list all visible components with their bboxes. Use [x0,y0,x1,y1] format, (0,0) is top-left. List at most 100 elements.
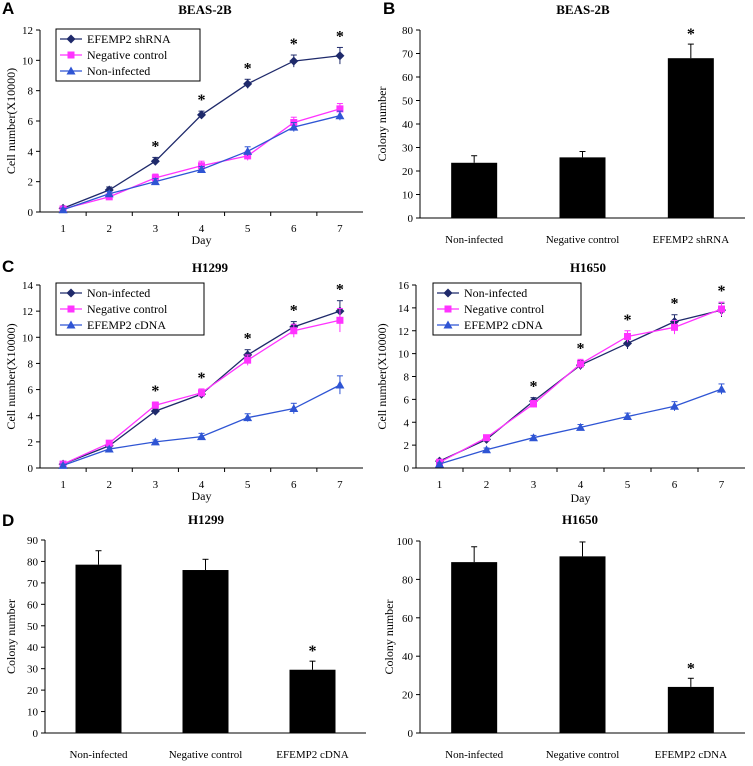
significance-star: * [336,282,344,299]
x-tick-label: 1 [60,479,66,491]
x-tick-label: 3 [153,479,159,491]
x-tick-label: 2 [484,479,490,491]
data-point [576,422,585,431]
x-axis-label: Day [571,491,591,505]
y-axis-label: Colony number [382,600,396,675]
significance-star: * [718,283,726,300]
x-tick-label: 3 [153,223,159,235]
data-point [290,327,298,335]
y-tick-label: 8 [28,86,34,98]
x-tick-label: Non-infected [445,234,504,246]
y-axis-label: Colony number [4,599,18,674]
legend-marker [66,34,76,44]
data-point [670,401,679,410]
data-point [198,389,205,397]
y-tick-label: 10 [402,190,414,202]
y-tick-label: 80 [402,25,414,37]
data-point [624,332,631,340]
legend-label: Non-infected [464,286,527,300]
y-tick-label: 10 [398,349,410,361]
x-tick-label: 5 [625,479,631,491]
x-tick-label: 6 [291,479,297,491]
data-point [289,56,299,66]
series-efemp2-cdna [435,383,726,468]
y-tick-label: 50 [402,96,414,108]
x-tick-label: EFEMP2 cDNA [655,749,727,761]
y-tick-label: 10 [22,332,34,344]
data-point [335,111,345,120]
data-point [58,205,68,214]
data-point [104,189,114,198]
y-tick-label: 60 [402,72,414,84]
y-tick-label: 20 [402,690,414,702]
significance-star: * [151,383,159,400]
data-point [150,437,160,446]
data-point [671,323,678,331]
panel-5: D H1299 0 10 20 30 40 50 60 70 80 90 Colony number No… [2,511,366,761]
significance-star: * [624,312,632,329]
y-tick-label: 2 [28,437,34,449]
x-tick-label: Negative control [169,749,243,761]
y-tick-label: 6 [28,385,34,397]
data-point [482,445,491,454]
legend-marker [67,51,75,59]
x-tick-label: 2 [106,479,112,491]
y-tick-label: 40 [402,651,414,663]
data-point [243,79,253,89]
y-tick-label: 60 [27,599,39,611]
x-tick-label: 6 [291,223,297,235]
y-tick-label: 70 [402,49,414,61]
y-axis-label: Cell number(X10000) [375,323,389,429]
chart-title: H1650 [562,512,598,527]
y-tick-label: 30 [27,664,39,676]
significance-star: * [198,370,206,387]
series-efemp2-cdna [58,375,345,469]
y-tick-label: 20 [402,166,414,178]
chart-title: H1650 [570,260,606,275]
x-tick-label: 1 [437,479,443,491]
legend-label: EFEMP2 cDNA [464,318,543,332]
x-tick-label: Negative control [546,234,620,246]
significance-star: * [244,60,252,77]
bar [289,669,336,733]
x-tick-label: 2 [106,223,112,235]
significance-star: * [244,331,252,348]
bar [451,162,498,218]
bar [451,562,498,733]
significance-star: * [577,340,585,357]
x-tick-label: 4 [199,479,205,491]
significance-star: * [687,660,695,677]
panel-letter: A [2,0,14,18]
data-point [151,401,159,409]
bar [667,686,714,733]
y-tick-label: 8 [404,372,410,384]
data-point [197,110,206,120]
legend-label: Non-infected [87,286,150,300]
x-tick-label: Non-infected [69,749,128,761]
data-point [150,156,160,166]
data-point [718,305,725,313]
y-tick-label: 50 [27,621,39,633]
panel-2: B BEAS-2B 0 10 20 30 40 50 60 70 80 Colony number No… [375,0,745,246]
y-tick-label: 6 [404,394,410,406]
data-point [577,360,584,368]
bar [667,58,714,219]
bar [182,570,229,733]
legend-marker [444,305,452,313]
legend-label: EFEMP2 cDNA [87,318,166,332]
y-tick-label: 0 [408,213,414,225]
legend: Non-infected Negative control EFEMP2 cDNA [55,282,205,336]
data-point [289,404,299,413]
data-point [530,400,537,408]
y-tick-label: 80 [27,556,39,568]
significance-star: * [290,36,298,53]
x-tick-label: 7 [719,479,725,491]
chart-title: H1299 [192,260,229,275]
data-point [105,439,113,447]
y-axis-label: Cell number(X10000) [4,323,18,429]
y-tick-label: 0 [28,463,34,475]
legend-label: Negative control [87,302,168,316]
